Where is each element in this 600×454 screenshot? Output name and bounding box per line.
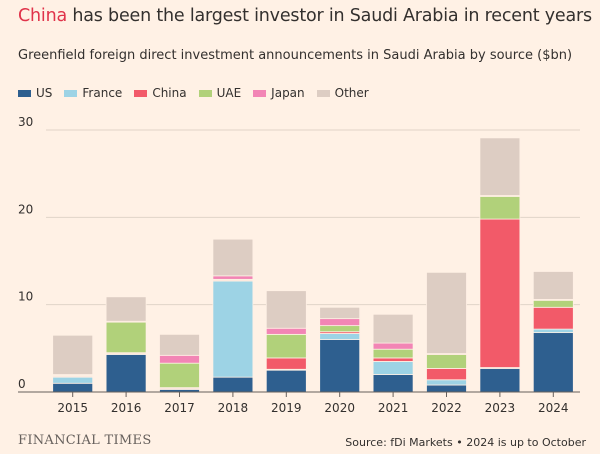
x-tick-label: 2015 [57,401,88,415]
bar-segment-us-2024 [532,332,574,393]
bar-segment-japan-2020 [319,318,361,327]
legend-label: UAE [216,86,242,100]
bar-segment-us-2015 [52,382,94,393]
bar-segment-other-2020 [319,306,361,320]
legend-item-japan: Japan [253,86,305,100]
bar-segment-france-2018 [212,280,254,378]
y-tick-label: 20 [18,202,33,216]
bar-segment-china-2023 [479,218,521,368]
bar-segment-france-2021 [372,361,414,375]
bar-segment-other-2016 [105,296,147,322]
bar-segment-other-2019 [265,290,307,329]
x-tick-label: 2021 [378,401,409,415]
bar-segment-us-2021 [372,374,414,393]
bar-segment-uae-2017 [159,362,200,389]
bar-segment-uae-2016 [105,321,147,354]
bar-segment-china-2019 [265,357,307,370]
bar-segment-uae-2022 [426,354,467,369]
bar-segment-us-2023 [479,368,521,393]
legend-swatch [18,89,31,97]
legend-item-china: China [134,86,187,100]
legend-swatch [134,89,148,97]
legend-item-uae: UAE [198,86,242,100]
x-tick-label: 2020 [324,401,355,415]
bar-segment-uae-2024 [532,299,574,308]
bar-segment-other-2023 [479,137,521,196]
x-tick-label: 2018 [218,401,249,415]
bar-segment-france-2022 [426,379,467,386]
bar-segment-uae-2019 [265,333,307,359]
y-tick-label: 10 [18,290,33,304]
bar-segment-japan-2018 [212,275,254,280]
ft-brand: FINANCIAL TIMES [18,433,152,448]
bar-segment-france-2024 [532,328,574,334]
legend-swatch [316,89,330,97]
bar-segment-other-2021 [372,313,414,344]
bar-segment-uae-2023 [479,195,521,220]
stacked-bar-chart: 0 10 20 30 2015 2016 2017 2018 2019 2020 2021 2022 2… [18,115,580,415]
x-tick-label: 2024 [538,401,569,415]
y-tick-label: 30 [18,115,33,129]
bar-segment-japan-2021 [372,342,414,350]
legend-label: Japan [271,86,305,100]
chart-title: China has been the largest investor in S… [18,6,592,26]
bar-segment-china-2024 [532,306,574,330]
bar-segment-france-2020 [319,333,361,340]
bar-segment-uae-2020 [319,325,361,333]
bar-segment-us-2018 [212,376,254,393]
chart-subtitle: Greenfield foreign direct investment ann… [18,48,573,63]
legend-label: US [36,86,53,100]
legend-item-other: Other [316,86,369,100]
bar-segment-us-2022 [426,384,467,393]
legend-label: France [82,86,123,100]
legend-swatch [198,89,212,97]
x-tick-label: 2019 [271,401,302,415]
bar-segment-other-2015 [52,334,94,375]
bar-segment-china-2021 [372,357,414,362]
legend-swatch [253,89,267,97]
chart-legend: US France China UAE Japan Other [18,86,369,100]
bar-segment-japan-2017 [159,354,200,364]
legend-label: China [152,86,187,100]
x-tick-label: 2016 [111,401,142,415]
legend-item-france: France [64,86,122,100]
x-tick-label: 2022 [431,401,462,415]
bar-segment-us-2016 [105,354,147,393]
bar-segment-china-2022 [426,368,467,381]
bar-segment-other-2022 [426,271,467,354]
bar-segment-japan-2019 [265,327,307,335]
bar-segment-france-2015 [52,376,94,384]
bar-segment-us-2019 [265,369,307,393]
bar-segment-us-2020 [319,339,361,393]
bar-segment-other-2017 [159,333,200,356]
x-tick-label: 2023 [485,401,516,415]
y-tick-label: 0 [18,377,26,391]
legend-label: Other [334,86,369,100]
legend-swatch [64,89,78,97]
title-rest: has been the largest investor in Saudi A… [67,6,592,26]
source-note: Source: fDi Markets • 2024 is up to Octo… [345,436,586,449]
bar-segment-uae-2021 [372,348,414,359]
legend-item-us: US [18,86,52,100]
bar-segment-other-2018 [212,238,254,277]
x-tick-label: 2017 [164,401,195,415]
title-highlight: China [18,6,67,26]
bar-segment-other-2024 [532,271,574,300]
